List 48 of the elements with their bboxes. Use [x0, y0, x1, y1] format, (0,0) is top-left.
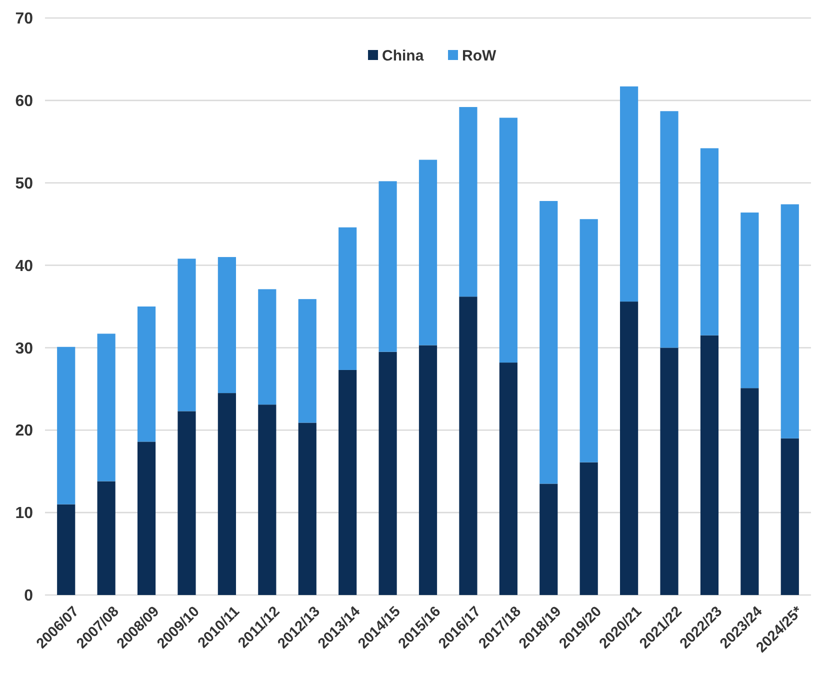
bar [620, 86, 638, 302]
bar [97, 481, 116, 595]
bar [338, 227, 357, 370]
bar [137, 306, 156, 442]
bar [378, 352, 397, 595]
bar [418, 160, 438, 346]
bar [258, 289, 276, 405]
y-tick-label: 20 [15, 422, 34, 440]
bar [740, 212, 759, 388]
bar [580, 219, 598, 462]
bar [620, 302, 638, 595]
y-tick-label: 70 [15, 10, 34, 28]
bar [499, 118, 518, 363]
y-tick-label: 40 [15, 258, 34, 275]
bar [780, 438, 799, 595]
bar [298, 422, 316, 595]
bar [580, 462, 598, 595]
bar [660, 348, 678, 595]
bar [378, 181, 397, 352]
bar [178, 411, 196, 595]
bar [137, 442, 156, 595]
bar [660, 111, 678, 348]
y-tick-label: 50 [15, 175, 34, 192]
y-tick-label: 30 [15, 340, 34, 358]
bar [740, 388, 759, 595]
y-tick-label: 0 [24, 588, 34, 605]
bar [57, 504, 76, 595]
bar [780, 204, 799, 438]
bar [540, 200, 558, 484]
bar [700, 148, 719, 336]
bar [700, 335, 719, 595]
bar [338, 370, 357, 595]
bar [57, 346, 76, 504]
bar [418, 345, 438, 595]
bar [459, 296, 478, 595]
bar [540, 484, 558, 595]
bar [178, 258, 196, 412]
y-tick-label: 10 [15, 505, 34, 522]
bar [218, 257, 236, 394]
bar [499, 362, 518, 595]
y-tick-label: 60 [15, 93, 34, 110]
legend-label: China [382, 47, 424, 64]
legend-label: RoW [462, 47, 497, 64]
bar [218, 393, 236, 595]
bar [258, 404, 276, 595]
bar [298, 299, 316, 423]
bar [97, 334, 116, 482]
bar [459, 107, 478, 297]
